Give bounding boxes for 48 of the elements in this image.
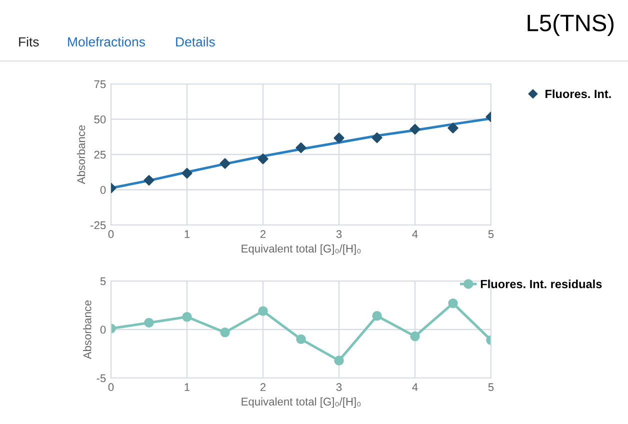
- text: Details: [176, 36, 215, 47]
- x-tick-label: 0: [108, 230, 114, 238]
- x-tick-label: 2: [260, 383, 266, 391]
- point: [372, 311, 382, 321]
- legend-label: Fluores. Int. residuals: [480, 280, 602, 288]
- x-tick-label: 5: [488, 383, 494, 392]
- x-tick-label: 1: [184, 230, 190, 238]
- point: [334, 356, 344, 366]
- y-tick-label: 0: [100, 186, 106, 194]
- x-tick-label: 3: [336, 230, 342, 238]
- x-tick-label: 1: [184, 383, 190, 391]
- x-tick-label: 4: [412, 383, 418, 391]
- y-tick-label: 25: [94, 150, 106, 159]
- point: [258, 154, 268, 164]
- y-tick-label: 75: [94, 80, 106, 88]
- y-tick-label: -25: [90, 221, 106, 230]
- point: [220, 328, 230, 338]
- point: [410, 331, 420, 342]
- point: [334, 132, 344, 144]
- point: [448, 122, 458, 134]
- x-axis-title: Equivalent total [G]₀/[H]₀: [242, 244, 361, 255]
- y-axis-title: Absorbance: [83, 300, 92, 360]
- point: [296, 142, 306, 154]
- y-tick-label: 0: [100, 326, 106, 334]
- text: L5(TNS): [528, 14, 614, 36]
- text: Molefractions: [68, 36, 145, 47]
- x-tick-label: 3: [336, 383, 342, 392]
- point: [372, 132, 382, 144]
- x-axis-title: Equivalent total [G]₀/[H]₀: [242, 397, 361, 408]
- x-tick-label: 2: [260, 230, 266, 238]
- x-tick-label: 5: [488, 230, 494, 238]
- point: [144, 318, 154, 328]
- y-tick-label: 5: [100, 277, 106, 286]
- point: [144, 175, 154, 186]
- y-tick-label: 50: [94, 116, 106, 124]
- legend-label: Fluores. Int.: [546, 89, 611, 98]
- y-tick-label: -5: [96, 374, 106, 382]
- text: Fits: [19, 36, 39, 47]
- point: [410, 124, 420, 135]
- point: [220, 158, 230, 169]
- point: [182, 168, 192, 179]
- point: [296, 334, 306, 344]
- x-tick-label: 0: [108, 383, 114, 392]
- y-axis-title: Absorbance: [76, 125, 86, 184]
- point: [258, 306, 268, 316]
- point: [448, 298, 458, 308]
- x-tick-label: 4: [412, 230, 418, 238]
- point: [182, 312, 192, 322]
